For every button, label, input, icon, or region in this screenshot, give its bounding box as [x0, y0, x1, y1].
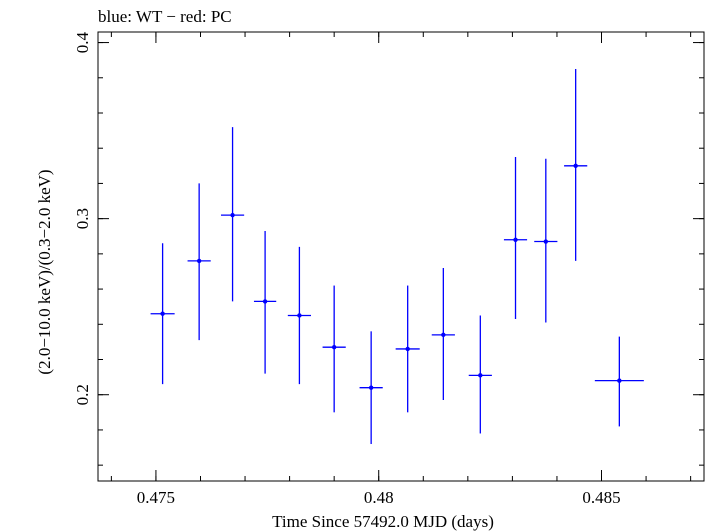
data-point: [150, 243, 175, 385]
data-point: [359, 331, 383, 445]
y-tick-label: 0.4: [73, 31, 92, 53]
data-marker: [617, 378, 622, 383]
axis-ticks: [98, 32, 704, 481]
data-point: [468, 315, 492, 434]
data-point: [322, 285, 346, 413]
chart-title: blue: WT − red: PC: [98, 7, 232, 26]
data-marker: [478, 373, 483, 378]
data-point: [431, 267, 455, 401]
data-marker: [368, 385, 374, 390]
data-marker: [405, 346, 410, 352]
data-point: [534, 158, 558, 323]
data-point: [564, 68, 588, 261]
x-tick-labels: 0.475 0.48 0.485: [137, 488, 621, 507]
data-point: [503, 157, 528, 320]
data-marker: [196, 258, 202, 264]
data-marker: [331, 344, 337, 350]
data-point: [594, 336, 644, 427]
data-points: [150, 68, 644, 445]
data-point: [187, 183, 211, 341]
data-point: [220, 127, 245, 302]
data-marker: [297, 313, 302, 318]
data-marker: [513, 237, 518, 242]
data-marker: [441, 332, 446, 338]
data-point: [395, 285, 420, 413]
x-tick-label: 0.485: [582, 488, 620, 507]
x-axis-label: Time Since 57492.0 MJD (days): [272, 512, 494, 531]
data-marker: [230, 212, 235, 218]
data-point: [253, 230, 277, 374]
data-marker: [160, 311, 165, 316]
data-marker: [262, 299, 268, 304]
x-tick-label: 0.475: [137, 488, 175, 507]
plot-frame: [97, 31, 705, 482]
data-point: [287, 246, 311, 385]
data-marker: [573, 163, 578, 169]
y-axis-label: (2.0−10.0 keV)/(0.3−2.0 keV): [35, 169, 54, 374]
y-tick-label: 0.3: [73, 208, 92, 229]
y-tick-label: 0.2: [73, 384, 92, 405]
x-tick-label: 0.48: [364, 488, 394, 507]
data-marker: [543, 239, 549, 244]
y-tick-labels: 0.2 0.3 0.4: [73, 31, 92, 405]
